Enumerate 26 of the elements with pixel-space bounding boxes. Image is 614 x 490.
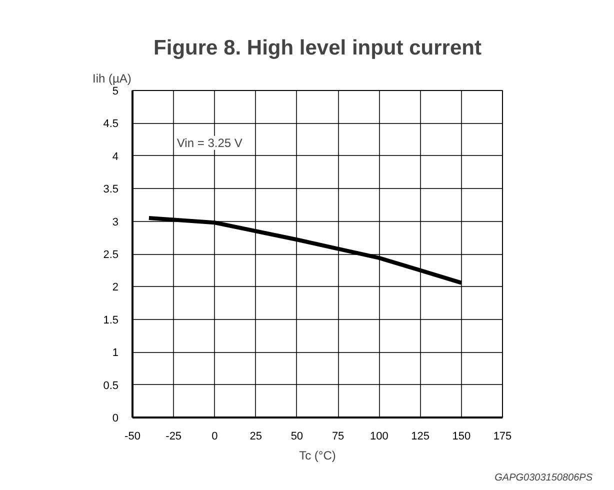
chart-title: Figure 8. High level input current — [154, 36, 482, 60]
y-tick-label: 0.5 — [103, 380, 119, 392]
y-tick-label: 2.5 — [103, 249, 119, 261]
x-tick-label: 100 — [370, 430, 388, 442]
x-tick-label: 25 — [250, 430, 262, 442]
x-tick-label: -25 — [166, 430, 182, 442]
x-tick-label: 125 — [411, 430, 430, 442]
x-tick-label: 175 — [493, 430, 512, 442]
y-tick-label: 1 — [112, 347, 119, 360]
y-tick-label: 4 — [112, 150, 119, 163]
y-tick-label: 0 — [112, 412, 119, 424]
annotation: Vin = 3.25 V — [176, 136, 242, 150]
x-axis-title: Tc (°C) — [299, 448, 336, 462]
y-tick-label: 3 — [112, 216, 119, 228]
y-tick-label: 2 — [112, 282, 119, 294]
y-tick-label: 4.5 — [103, 118, 119, 130]
y-tick-label: 5 — [112, 86, 119, 98]
text: GAPG0303150806PS — [494, 472, 593, 484]
x-tick-label: 0 — [212, 430, 218, 442]
y-tick-label: 3.5 — [103, 184, 119, 196]
x-tick-label: -50 — [124, 430, 140, 442]
y-tick-label: 1.5 — [103, 314, 119, 326]
x-tick-label: 50 — [290, 430, 304, 442]
x-tick-label: 150 — [452, 430, 471, 442]
x-tick-label: 75 — [332, 430, 344, 442]
y-axis-title: Iih (µA) — [92, 72, 132, 86]
